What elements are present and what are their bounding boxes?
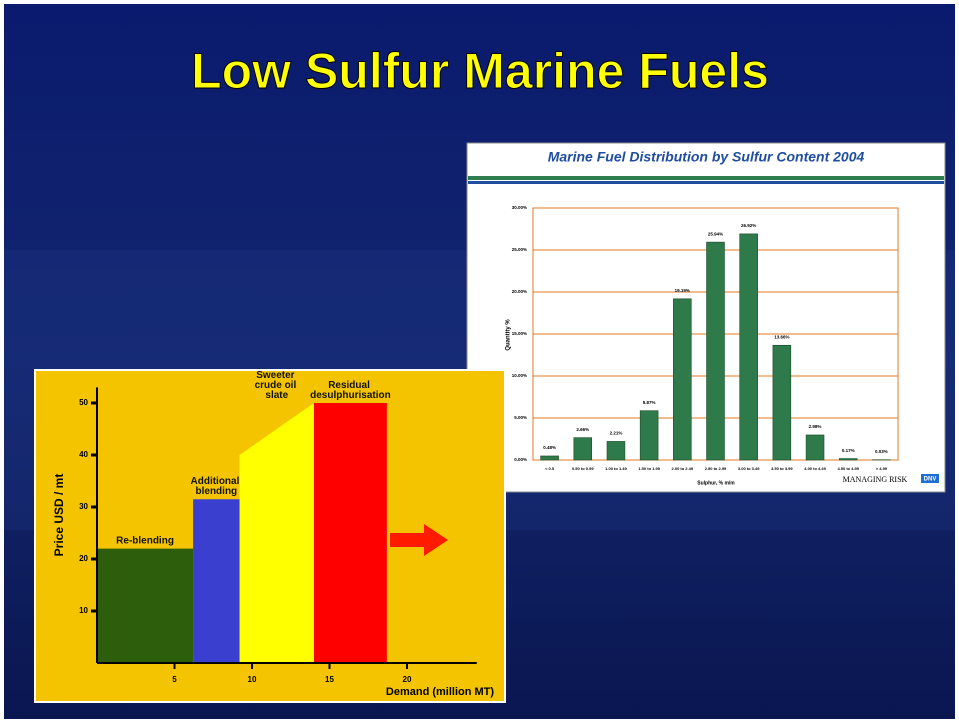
bar xyxy=(541,456,559,460)
x-tick-label: 1.00 to 1.49 xyxy=(605,466,627,471)
x-tick-label: 20 xyxy=(403,675,412,684)
header-stripe xyxy=(468,181,944,184)
logo: DNV xyxy=(924,477,937,483)
x-axis-label: Demand (million MT) xyxy=(386,686,495,698)
x-tick-label: < 0.5 xyxy=(545,466,555,471)
bar xyxy=(806,435,824,460)
bar xyxy=(773,345,791,460)
series-label: Additional blending xyxy=(191,476,243,497)
x-tick-label: 5 xyxy=(172,675,177,684)
y-tick-label: 10.00% xyxy=(512,373,527,378)
x-tick-label: 3.50 to 3.99 xyxy=(771,466,793,471)
x-tick-label: 2.50 to 2.99 xyxy=(705,466,727,471)
chart-title: Marine Fuel Distribution by Sulfur Conte… xyxy=(548,149,865,165)
x-tick-label: 2.00 to 2.49 xyxy=(672,466,694,471)
y-tick-label: 5.00% xyxy=(514,415,527,420)
value-label: 19.19% xyxy=(675,288,690,293)
x-tick-label: 4.50 to 4.99 xyxy=(837,466,859,471)
y-tick-label: 20 xyxy=(79,554,88,563)
area-segment xyxy=(97,549,193,663)
y-axis-label: Quantity % xyxy=(506,319,512,351)
value-label: 2.98% xyxy=(809,424,822,429)
panel xyxy=(467,143,945,492)
y-tick-label: 25.00% xyxy=(512,247,527,252)
area-chart-panel: Price USD / mt Demand (million MT) Re-bl… xyxy=(35,370,505,702)
y-axis-label: Price USD / mt xyxy=(52,474,66,557)
y-tick-label: 30 xyxy=(79,502,88,511)
bar xyxy=(839,459,857,460)
bar xyxy=(707,242,725,460)
y-tick-label: 40 xyxy=(79,450,88,459)
value-label: 0.48% xyxy=(543,445,556,450)
x-tick-label: > 4.99 xyxy=(876,466,888,471)
bar xyxy=(574,438,592,460)
bar xyxy=(740,234,758,460)
x-tick-label: 1.50 to 1.99 xyxy=(638,466,660,471)
y-tick-label: 50 xyxy=(79,398,88,407)
bar xyxy=(673,299,691,460)
bar xyxy=(640,411,658,460)
bar-chart-panel: Marine Fuel Distribution by Sulfur Conte… xyxy=(467,143,945,492)
slide-title: Low Sulfur Marine Fuels xyxy=(191,43,769,99)
value-label: 2.21% xyxy=(610,431,623,436)
bar xyxy=(607,441,625,460)
area-segment xyxy=(193,499,240,663)
header-stripe xyxy=(468,176,944,180)
y-tick-label: 30.00% xyxy=(512,205,527,210)
x-tick-label: 4.00 to 4.49 xyxy=(804,466,826,471)
value-label: 2.66% xyxy=(576,427,589,432)
y-tick-label: 10 xyxy=(79,606,88,615)
x-axis-label: Sulphur, % m/m xyxy=(697,480,735,486)
y-tick-label: 20.00% xyxy=(512,289,527,294)
x-tick-label: 10 xyxy=(248,675,257,684)
footer: MANAGING RISK xyxy=(843,475,908,484)
x-tick-label: 0.50 to 0.99 xyxy=(572,466,594,471)
value-label: 0.03% xyxy=(875,449,888,454)
value-label: 13.66% xyxy=(774,334,789,339)
x-tick-label: 3.00 to 3.49 xyxy=(738,466,760,471)
series-label: Re-blending xyxy=(116,535,174,546)
y-tick-label: 15.00% xyxy=(512,331,527,336)
value-label: 0.17% xyxy=(842,448,855,453)
area-segment xyxy=(314,403,387,663)
x-tick-label: 15 xyxy=(325,675,334,684)
value-label: 25.94% xyxy=(708,231,723,236)
value-label: 26.92% xyxy=(741,223,756,228)
value-label: 5.87% xyxy=(643,400,656,405)
y-tick-label: 0.00% xyxy=(514,457,527,462)
